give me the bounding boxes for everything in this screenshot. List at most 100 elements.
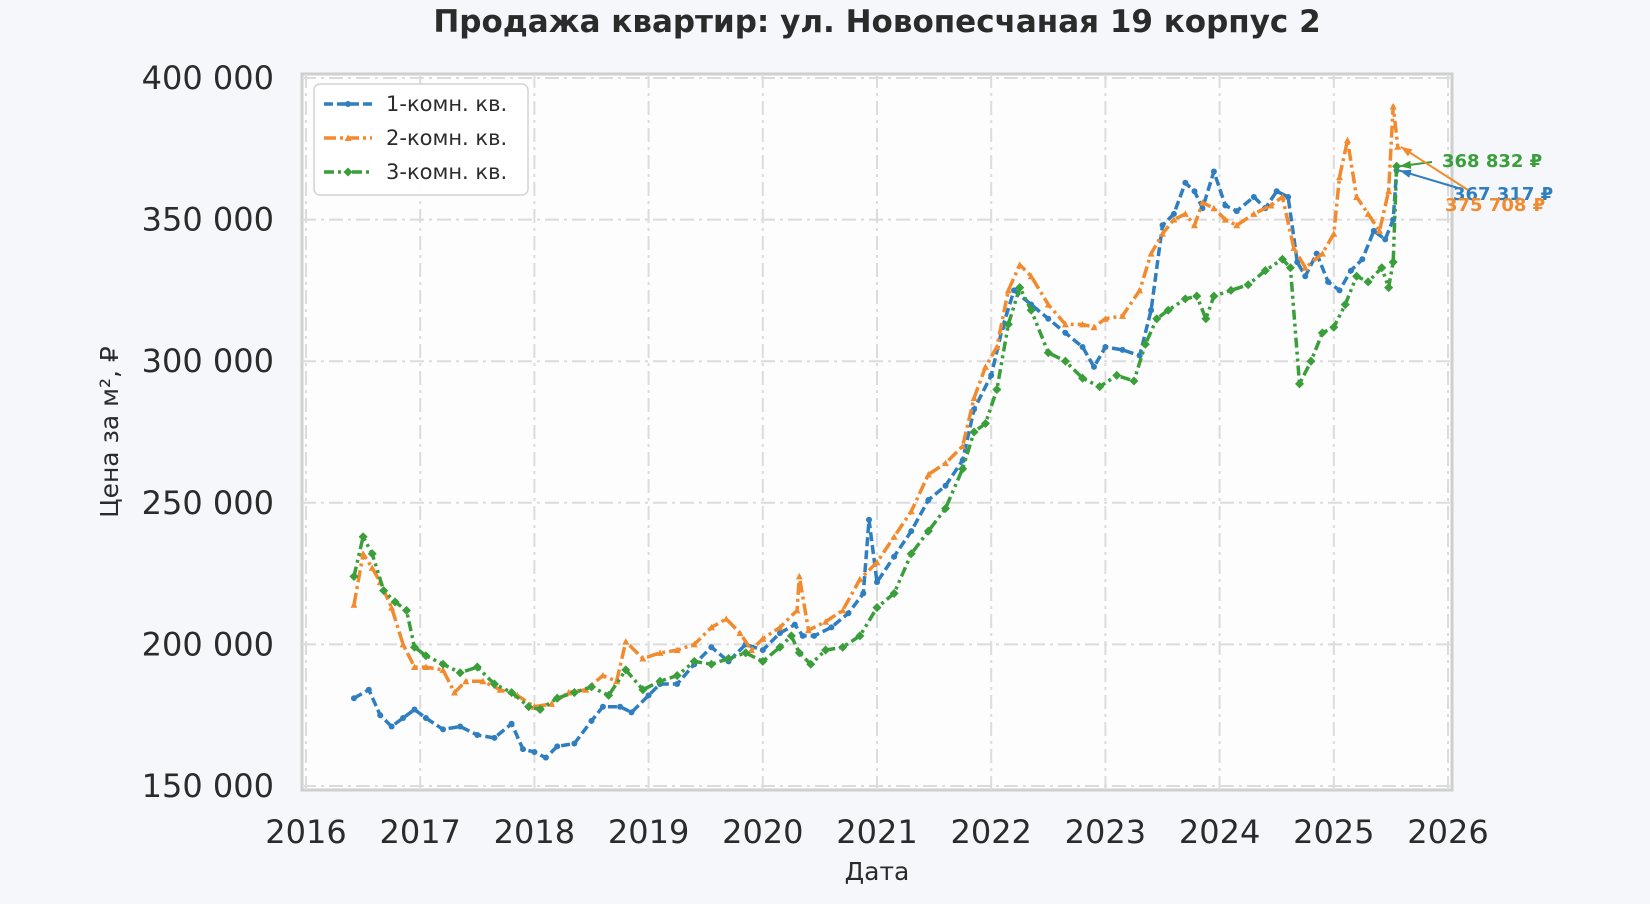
- data-point: [1336, 173, 1344, 181]
- data-point: [907, 507, 915, 515]
- data-point: [1004, 286, 1012, 294]
- data-point: [1190, 221, 1198, 229]
- data-point: [776, 623, 784, 631]
- x-tick-label: 2020: [722, 813, 803, 851]
- data-point: [908, 528, 915, 535]
- data-point: [828, 624, 835, 631]
- data-point: [439, 666, 447, 673]
- data-point: [621, 665, 631, 675]
- data-point: [411, 706, 418, 713]
- end-label-3: 375 708 ₽: [1400, 145, 1545, 216]
- data-point: [548, 700, 556, 707]
- data-point: [410, 663, 418, 671]
- data-point: [822, 618, 830, 625]
- data-point: [450, 689, 458, 696]
- data-point: [1273, 188, 1280, 195]
- data-point: [388, 604, 396, 611]
- data-point: [1181, 210, 1189, 217]
- data-point: [707, 623, 715, 631]
- data-point: [906, 549, 916, 559]
- data-point: [399, 640, 407, 648]
- data-point: [1119, 312, 1127, 319]
- data-point: [874, 579, 880, 586]
- data-point: [1016, 261, 1024, 268]
- data-point: [1147, 250, 1155, 257]
- data-point: [1302, 273, 1309, 280]
- data-point: [786, 631, 796, 641]
- data-point: [554, 743, 561, 750]
- data-point: [639, 655, 647, 662]
- data-point: [1267, 201, 1275, 209]
- data-point: [690, 640, 698, 648]
- data-point: [1044, 301, 1052, 308]
- data-point: [628, 709, 635, 716]
- data-point: [923, 526, 933, 536]
- data-point: [604, 690, 614, 700]
- data-point: [872, 603, 882, 613]
- data-point: [645, 692, 652, 699]
- series-lines: [349, 102, 1402, 761]
- data-point: [1079, 320, 1087, 328]
- data-point: [1027, 272, 1035, 280]
- data-point: [1344, 136, 1352, 144]
- data-point: [674, 681, 681, 688]
- data-point: [479, 677, 487, 685]
- data-point: [350, 695, 357, 702]
- data-point: [599, 703, 606, 710]
- data-point: [1101, 315, 1109, 322]
- end-label-2: 367 317 ₽: [1399, 169, 1553, 205]
- data-point: [1090, 363, 1097, 370]
- data-point: [535, 705, 545, 715]
- data-point: [368, 564, 376, 571]
- data-point: [400, 715, 407, 722]
- data-point: [1290, 244, 1298, 251]
- y-tick-label: 350 000: [142, 201, 274, 239]
- data-point: [379, 586, 389, 596]
- data-point: [496, 686, 504, 693]
- x-tick-label: 2024: [1179, 813, 1260, 851]
- data-point: [981, 363, 989, 370]
- data-point: [1285, 193, 1292, 200]
- annotation-arrowhead: [1399, 169, 1412, 178]
- data-point: [1159, 230, 1166, 237]
- data-point: [359, 550, 367, 557]
- data-point: [925, 496, 932, 503]
- data-point: [839, 606, 847, 614]
- end-value-annotations: 368 832 ₽ 367 317 ₽375 708 ₽: [1399, 145, 1553, 216]
- data-point: [622, 638, 630, 645]
- data-point: [1330, 230, 1338, 237]
- data-point: [401, 605, 412, 615]
- data-point: [656, 649, 664, 656]
- data-point: [1191, 188, 1198, 195]
- x-tick-label: 2021: [836, 813, 917, 851]
- data-point: [988, 372, 995, 379]
- data-point: [1385, 187, 1393, 195]
- data-point: [1090, 323, 1098, 331]
- data-point: [1079, 344, 1086, 351]
- data-point: [457, 723, 464, 730]
- data-point: [1353, 193, 1361, 200]
- data-point: [873, 558, 881, 566]
- data-point: [1045, 315, 1052, 322]
- data-point: [1250, 193, 1257, 200]
- legend-label: 3-комн. кв.: [386, 160, 507, 184]
- data-point: [1170, 216, 1178, 223]
- data-point: [673, 646, 681, 654]
- series-3: [349, 161, 1402, 715]
- y-tick-label: 250 000: [142, 484, 274, 522]
- series-2: [350, 102, 1402, 710]
- data-point: [531, 749, 538, 756]
- data-point: [806, 659, 816, 669]
- data-point: [1148, 307, 1155, 314]
- data-point: [1233, 208, 1240, 215]
- y-axis-label: Цена за м², ₽: [95, 346, 124, 518]
- data-point: [860, 590, 867, 597]
- chart-title: Продажа квартир: ул. Новопесчаная 19 кор…: [433, 4, 1320, 40]
- data-point: [708, 644, 715, 651]
- data-point: [993, 343, 1001, 351]
- data-point: [438, 659, 448, 669]
- data-point: [588, 717, 595, 724]
- data-point: [940, 503, 951, 513]
